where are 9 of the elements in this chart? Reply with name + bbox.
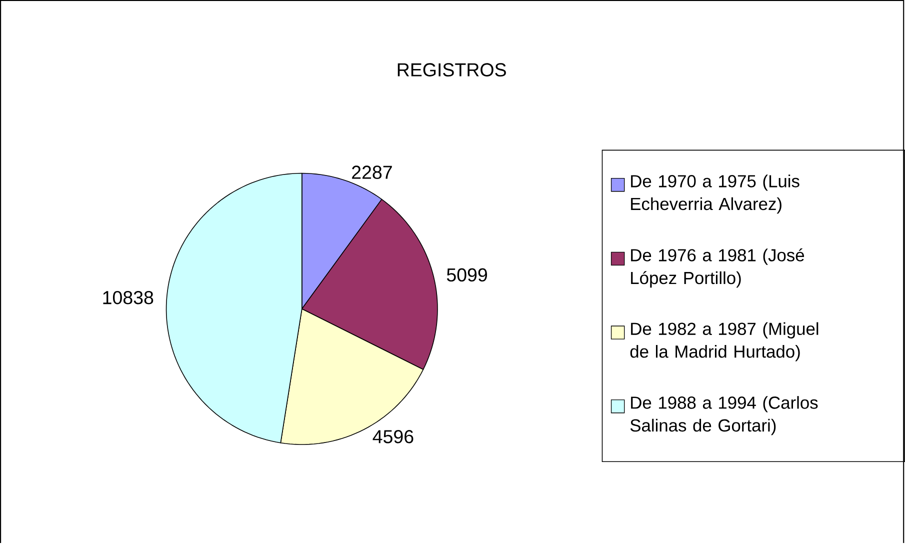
legend-label: De 1970 a 1975 (Luis Echeverria Alvarez) xyxy=(631,174,800,214)
data-label: 5099 xyxy=(446,268,487,282)
legend-label: De 1988 a 1994 (Carlos Salinas de Gortari) xyxy=(630,396,818,436)
chart-title: REGISTROS xyxy=(398,63,506,77)
data-label: 10838 xyxy=(103,291,154,305)
legend-label: De 1976 a 1981 (José López Portillo) xyxy=(631,248,804,288)
legend-label: De 1982 a 1987 (Miguel de la Madrid Hurtado) xyxy=(630,322,818,362)
data-label: 2287 xyxy=(352,166,392,180)
data-label: 4596 xyxy=(372,430,414,444)
